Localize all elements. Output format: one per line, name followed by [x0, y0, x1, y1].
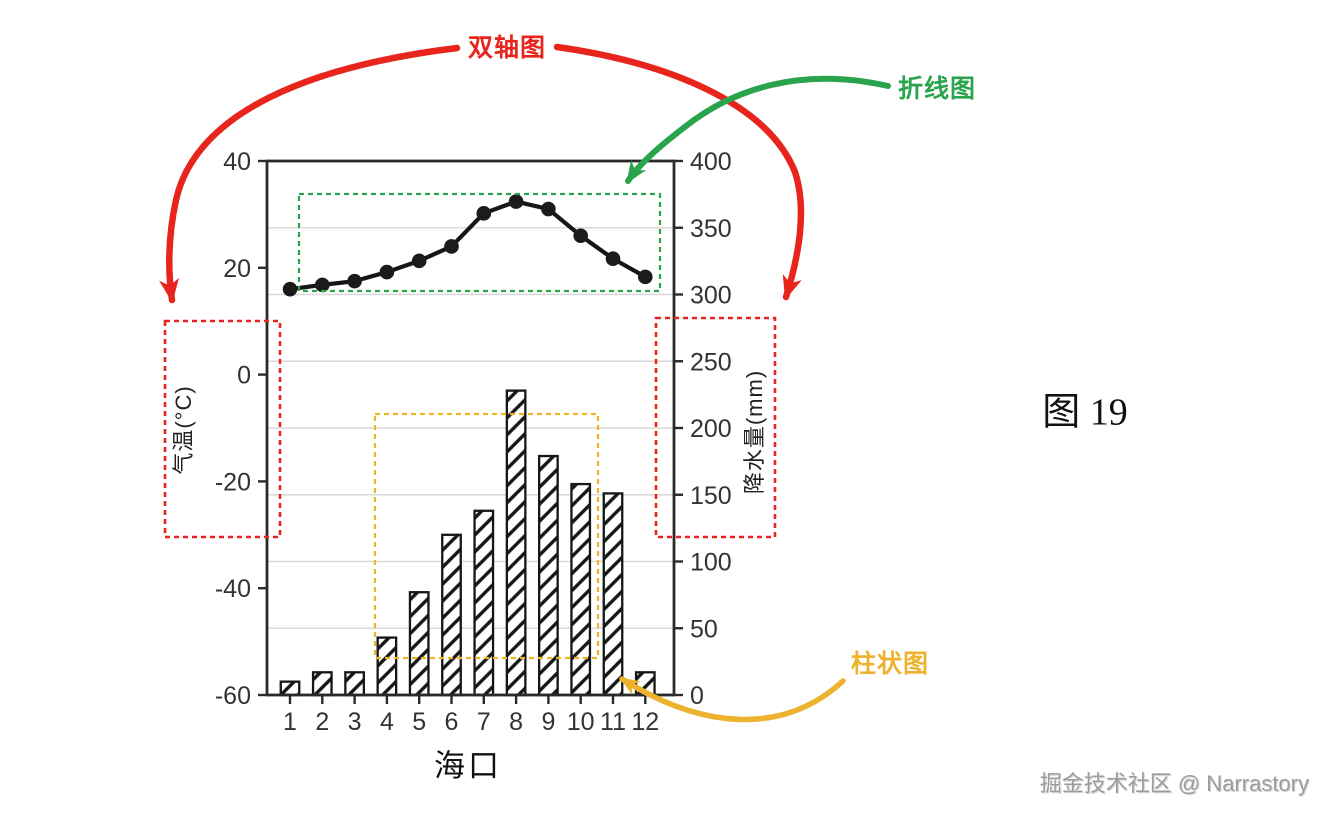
- watermark: 掘金技术社区 @ Narrastory: [1039, 771, 1309, 796]
- svg-text:-40: -40: [215, 575, 251, 603]
- bar-chart-annotation-label: 柱状图: [850, 650, 930, 678]
- line-point-month-1: [282, 281, 298, 297]
- gridlines: [268, 226, 673, 630]
- svg-text:2: 2: [315, 708, 329, 736]
- right-axis-highlight-box: [654, 316, 777, 539]
- dual-axis-annotation-label: 双轴图: [467, 34, 547, 62]
- x-axis-title: 海口: [434, 748, 502, 784]
- svg-text:4: 4: [380, 708, 394, 736]
- line-point-month-11: [605, 251, 621, 267]
- svg-text:200: 200: [690, 415, 732, 443]
- svg-text:8: 8: [509, 708, 523, 736]
- svg-text:3: 3: [348, 708, 362, 736]
- svg-text:0: 0: [690, 682, 704, 710]
- bar-month-6: [441, 533, 462, 697]
- svg-text:5: 5: [412, 708, 426, 736]
- svg-text:20: 20: [223, 255, 251, 283]
- bar-month-11: [602, 492, 624, 697]
- temperature-line: [282, 194, 653, 297]
- bar-month-8: [505, 389, 527, 697]
- svg-text:150: 150: [690, 482, 732, 510]
- svg-text:11: 11: [600, 708, 626, 736]
- line-point-month-7: [476, 206, 492, 221]
- bar-month-4: [376, 636, 398, 697]
- bar-month-5: [408, 591, 430, 697]
- svg-text:12: 12: [631, 708, 659, 736]
- line-point-month-9: [541, 201, 556, 217]
- line-point-month-6: [444, 239, 459, 254]
- right-axis-title: 降水量(mm): [742, 369, 767, 495]
- svg-text:9: 9: [541, 708, 555, 736]
- svg-text:50: 50: [690, 615, 718, 643]
- svg-text:40: 40: [223, 148, 251, 176]
- svg-text:6: 6: [445, 708, 459, 736]
- svg-text:250: 250: [690, 348, 732, 376]
- bar-month-9: [538, 454, 559, 697]
- svg-text:100: 100: [690, 549, 732, 577]
- figure-caption: 图 19: [1042, 391, 1128, 434]
- svg-text:-20: -20: [215, 468, 251, 496]
- line-point-month-12: [638, 269, 653, 285]
- svg-text:1: 1: [283, 708, 297, 736]
- svg-text:350: 350: [690, 215, 732, 243]
- line-chart-annotation-label: 折线图: [897, 75, 977, 103]
- bar-chart-arrow: [619, 676, 846, 723]
- precipitation-bars: [279, 389, 656, 697]
- right-axis: 400 350 300 250 200 150 100 50 0: [674, 148, 732, 710]
- line-point-month-4: [379, 264, 395, 280]
- bar-month-2: [311, 671, 333, 697]
- svg-text:10: 10: [567, 708, 595, 736]
- left-axis-title: 气温(°C): [171, 385, 196, 475]
- dual-axis-arrow-left: [159, 44, 461, 304]
- line-point-month-5: [411, 253, 427, 269]
- line-point-month-8: [508, 194, 524, 209]
- bar-month-1: [279, 680, 301, 697]
- left-axis-highlight-box: [163, 319, 282, 539]
- svg-text:300: 300: [690, 282, 732, 310]
- line-point-month-2: [315, 277, 330, 293]
- svg-text:7: 7: [477, 708, 491, 736]
- line-point-month-3: [347, 273, 362, 289]
- bar-month-7: [473, 509, 495, 697]
- bar-month-10: [570, 482, 592, 697]
- left-axis: 40 20 0 -20 -40 -60: [215, 148, 267, 710]
- bar-month-3: [344, 671, 366, 697]
- line-chart-arrow: [625, 75, 891, 184]
- x-axis: 1 2 3 4 5 6 7 8 9 10 11 12: [283, 695, 659, 736]
- svg-text:0: 0: [237, 362, 251, 390]
- line-chart-highlight-box: [297, 192, 662, 293]
- bar-chart-highlight-box: [373, 412, 600, 660]
- line-point-month-10: [573, 228, 588, 244]
- svg-text:400: 400: [690, 148, 732, 176]
- svg-text:-60: -60: [215, 682, 251, 710]
- dual-axis-arrow-right: [553, 43, 805, 301]
